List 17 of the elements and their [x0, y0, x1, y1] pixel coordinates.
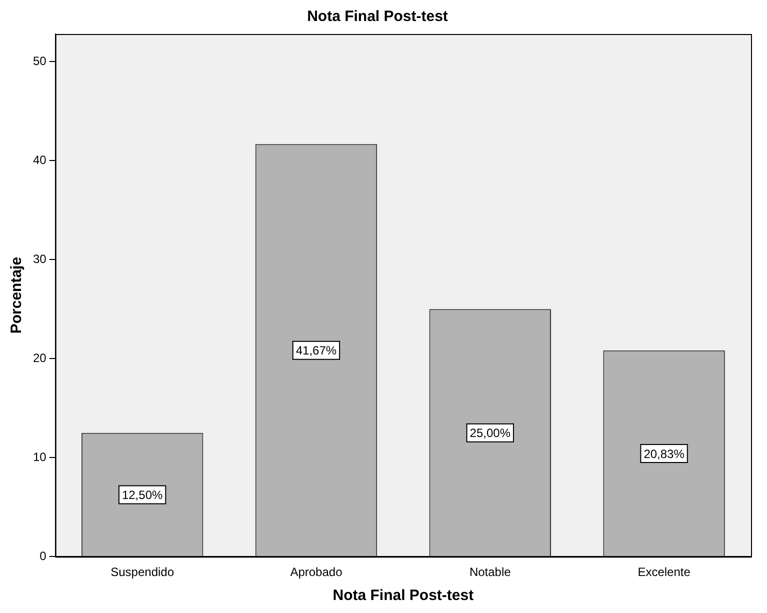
y-tick-label: 30: [32, 252, 47, 266]
x-tick-label: Excelente: [638, 565, 691, 580]
data-label: 25,00%: [470, 426, 511, 440]
data-label: 41,67%: [296, 344, 337, 358]
x-tick-label: Suspendido: [110, 565, 174, 580]
y-tick-label: 0: [40, 548, 47, 563]
x-axis-title: Nota Final Post-test: [332, 587, 474, 604]
data-label: 12,50%: [122, 488, 163, 502]
chart-title: Nota Final Post-test: [307, 8, 448, 26]
data-label: 20,83%: [644, 446, 685, 461]
y-tick-label: 40: [32, 153, 47, 168]
y-tick-label: 50: [32, 54, 47, 68]
x-tick-label: Aprobado: [290, 565, 343, 580]
y-axis-title: Porcentaje: [8, 256, 26, 334]
y-tick-label: 20: [32, 350, 47, 365]
y-tick-label: 10: [32, 450, 47, 464]
x-tick-label: Notable: [469, 565, 512, 580]
